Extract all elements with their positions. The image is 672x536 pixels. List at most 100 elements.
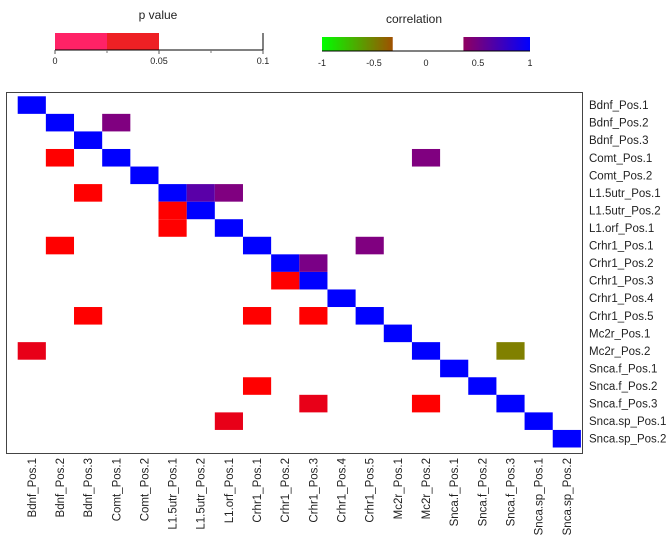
row-label: Crhr1_Pos.1 — [589, 241, 654, 253]
column-label: Mc2r_Pos.2 — [421, 458, 433, 519]
column-label: L1.5utr_Pos.2 — [196, 458, 208, 530]
correlation-cell — [214, 184, 243, 202]
correlation-cell — [299, 271, 328, 290]
p-value-cell — [74, 184, 103, 202]
correlation-legend: correlation -1 -0.5 0 0.5 1 — [318, 12, 533, 68]
column-label: Comt_Pos.1 — [111, 458, 123, 521]
row-label: Crhr1_Pos.2 — [589, 258, 654, 270]
row-label: L1.orf_Pos.1 — [589, 223, 654, 235]
p-value-cell — [17, 342, 46, 360]
correlation-cell — [552, 429, 581, 448]
correlation-cell — [299, 254, 328, 272]
corr-legend-tick-label: 0.5 — [472, 58, 485, 68]
correlation-cell — [411, 342, 441, 360]
correlation-cell — [355, 307, 384, 325]
correlation-cell — [186, 201, 215, 220]
p-value-cell — [158, 219, 187, 237]
correlation-cell — [524, 412, 553, 430]
corr-legend-swatch — [463, 37, 530, 51]
column-label: Crhr1_Pos.1 — [252, 458, 264, 523]
p-legend-swatch — [107, 33, 159, 50]
column-label: Mc2r_Pos.1 — [393, 458, 405, 519]
p-value-cell — [299, 307, 328, 325]
p-value-cell — [45, 148, 75, 167]
p-value-cell — [45, 236, 75, 255]
correlation-cell — [186, 184, 215, 202]
corr-legend-swatch — [322, 37, 393, 51]
p-legend-tick-label: 0 — [52, 56, 57, 66]
correlation-cell — [440, 359, 469, 378]
column-label: Snca.f_Pos.2 — [477, 458, 489, 526]
corr-legend-tick-label: -1 — [318, 58, 326, 68]
p-legend-title: p value — [139, 8, 178, 22]
p-value-cell — [411, 394, 441, 413]
column-label: Snca.f_Pos.1 — [449, 458, 461, 526]
p-value-cell — [158, 201, 187, 220]
column-label: Snca.sp_Pos.2 — [562, 458, 574, 535]
correlation-cell — [17, 96, 46, 114]
row-label: Comt_Pos.2 — [589, 170, 652, 182]
correlation-cell — [271, 254, 300, 272]
row-label: Bdnf_Pos.3 — [589, 135, 648, 147]
correlation-cell — [496, 394, 525, 413]
correlation-cell — [411, 148, 441, 167]
row-label: L1.5utr_Pos.2 — [589, 205, 661, 217]
heatmap-cells — [17, 96, 581, 448]
column-label: Crhr1_Pos.3 — [308, 458, 320, 523]
correlation-cell — [158, 184, 187, 202]
column-label: Crhr1_Pos.2 — [280, 458, 292, 523]
row-label: Bdnf_Pos.2 — [589, 118, 648, 130]
correlation-cell — [383, 324, 412, 343]
row-label: Snca.sp_Pos.2 — [589, 434, 666, 446]
correlation-cell — [102, 113, 131, 132]
column-label: Snca.f_Pos.3 — [506, 458, 518, 526]
row-label: Crhr1_Pos.5 — [589, 311, 654, 323]
column-label: L1.5utr_Pos.1 — [168, 458, 180, 530]
column-label: Snca.sp_Pos.1 — [534, 458, 546, 535]
row-label: Snca.f_Pos.1 — [589, 363, 657, 375]
row-label: Comt_Pos.1 — [589, 153, 652, 165]
row-label: Snca.sp_Pos.1 — [589, 416, 666, 428]
column-label: Crhr1_Pos.4 — [337, 457, 349, 522]
p-value-cell — [242, 377, 272, 395]
p-value-cell — [214, 412, 243, 430]
p-value-cell — [242, 307, 272, 325]
corr-legend-tick-label: -0.5 — [366, 58, 382, 68]
correlation-cell — [496, 342, 525, 360]
correlation-cell — [102, 148, 131, 167]
p-value-cell — [299, 394, 328, 413]
corr-legend-tick-label: 1 — [527, 58, 532, 68]
column-label: Bdnf_Pos.1 — [27, 458, 39, 517]
p-legend-tick-label: 0.05 — [150, 56, 168, 66]
p-value-cell — [74, 307, 103, 325]
row-label: Crhr1_Pos.4 — [589, 293, 654, 305]
p-legend-tick-label: 0.1 — [257, 56, 270, 66]
correlation-cell — [468, 377, 497, 395]
corr-legend-title: correlation — [386, 12, 442, 26]
p-value-cell — [271, 271, 300, 290]
correlation-cell — [130, 166, 159, 185]
corr-legend-tick-label: 0 — [423, 58, 428, 68]
column-label: Comt_Pos.2 — [139, 458, 151, 521]
correlation-cell — [74, 131, 103, 149]
correlation-cell — [45, 113, 75, 132]
correlation-cell — [355, 236, 384, 255]
correlation-cell — [214, 219, 243, 237]
p-value-legend: p value 0 0.05 0.1 — [52, 8, 269, 66]
column-label: Bdnf_Pos.3 — [83, 458, 95, 517]
p-legend-swatch — [55, 33, 107, 50]
column-labels: Bdnf_Pos.1 Bdnf_Pos.2 Bdnf_Pos.3 Comt_Pos.1… — [27, 457, 574, 535]
row-label: L1.5utr_Pos.1 — [589, 188, 661, 200]
correlation-cell — [242, 236, 272, 255]
row-labels: Bdnf_Pos.1 Bdnf_Pos.2 Bdnf_Pos.3 Comt_Pos.1… — [589, 100, 666, 446]
column-label: Bdnf_Pos.2 — [55, 458, 67, 517]
row-label: Bdnf_Pos.1 — [589, 100, 648, 112]
row-label: Mc2r_Pos.1 — [589, 328, 650, 340]
column-label: L1.orf_Pos.1 — [224, 458, 236, 523]
row-label: Crhr1_Pos.3 — [589, 276, 654, 288]
correlation-cell — [327, 289, 356, 308]
row-label: Snca.f_Pos.3 — [589, 399, 657, 411]
row-label: Snca.f_Pos.2 — [589, 381, 657, 393]
column-label: Crhr1_Pos.5 — [365, 458, 377, 523]
